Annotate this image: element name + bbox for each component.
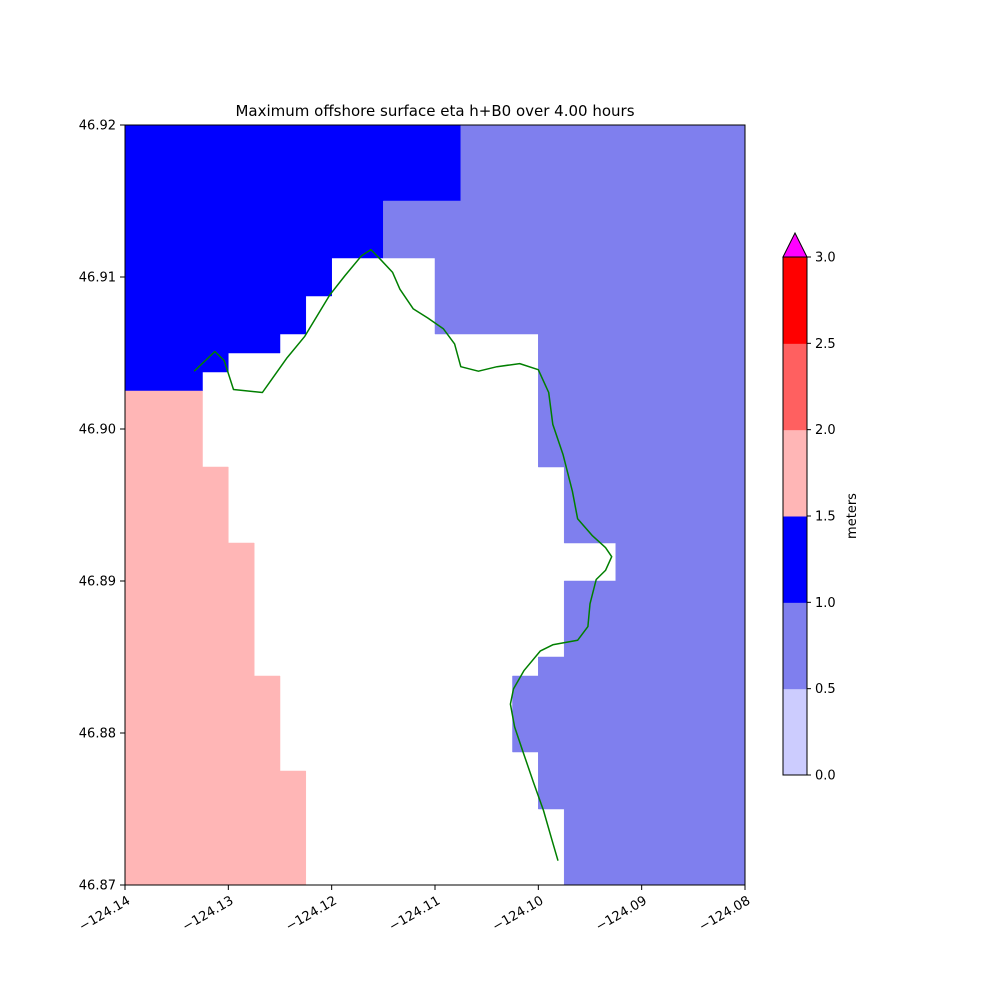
y-tick-label: 46.92: [79, 119, 116, 134]
colorbar-tick-label: 2.5: [815, 337, 836, 352]
y-tick-label: 46.88: [79, 727, 116, 742]
x-tick-label: −124.11: [387, 893, 443, 934]
x-tick-label: −124.13: [180, 893, 236, 934]
colorbar-tick-label: 1.5: [815, 510, 836, 525]
colorbar-segment: [783, 688, 807, 776]
x-tick-label: −124.08: [697, 893, 753, 934]
x-tick-label: −124.14: [77, 893, 133, 934]
colorbar-tick-label: 3.0: [815, 251, 836, 266]
y-tick-label: 46.91: [79, 271, 116, 286]
colorbar-over-arrow: [782, 231, 808, 258]
y-tick-label: 46.90: [79, 423, 116, 438]
colorbar-segment: [783, 516, 807, 603]
colorbar-tick-label: 0.5: [815, 682, 836, 697]
colorbar-segment: [783, 343, 807, 431]
x-tick-label: −124.12: [283, 893, 339, 934]
colorbar-segment: [783, 602, 807, 690]
y-tick-label: 46.87: [79, 879, 116, 894]
colorbar-label: meters: [845, 493, 860, 539]
x-tick-label: −124.09: [593, 893, 649, 934]
colorbar-tick-label: 0.0: [815, 769, 836, 784]
x-tick-label: −124.10: [490, 893, 546, 934]
colorbar-tick-label: 2.0: [815, 423, 836, 438]
chart-title: Maximum offshore surface eta h+B0 over 4…: [235, 102, 634, 120]
colorbar-segment: [783, 257, 807, 344]
colorbar-tick-label: 1.0: [815, 596, 836, 611]
region-eta-0.5-1.0m: [383, 125, 745, 885]
coastline-path: [193, 248, 613, 861]
region-eta-1.5-2.0m: [125, 390, 307, 885]
colorbar-segment: [783, 429, 807, 517]
y-tick-label: 46.89: [79, 575, 116, 590]
generated-plot-layers: −124.14 −124.13 −124.12 −124.11 −124.10 −124.…: [77, 119, 836, 935]
